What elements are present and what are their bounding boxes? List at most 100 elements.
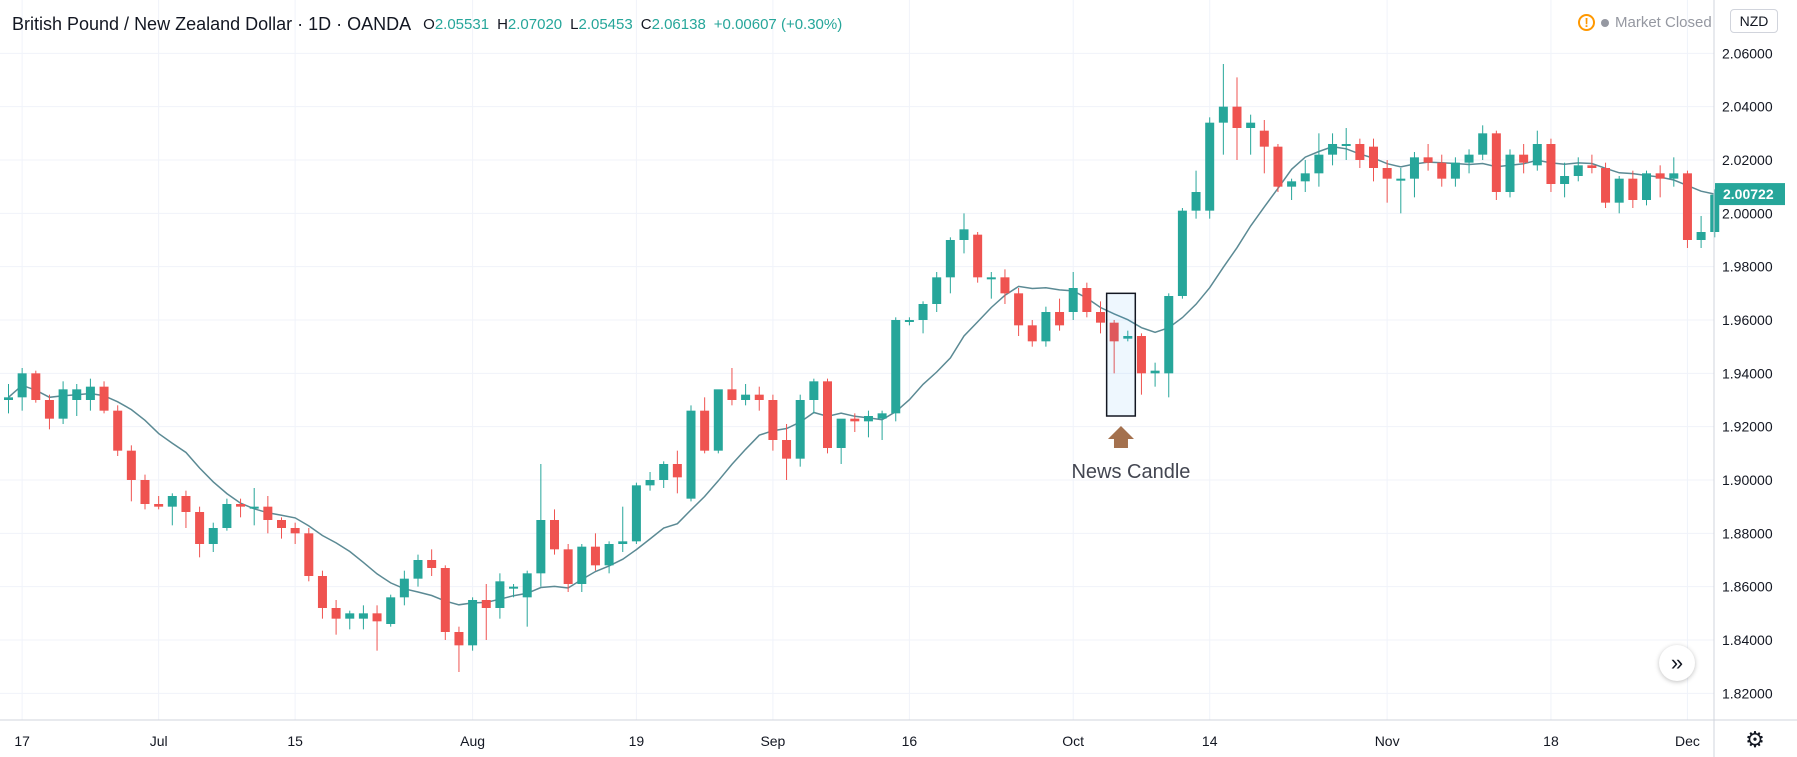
- candle-body: [440, 568, 450, 632]
- y-tick-label: 1.84000: [1722, 632, 1773, 648]
- candle-body: [99, 386, 109, 411]
- candle-body: [468, 600, 478, 646]
- candle-body: [358, 613, 368, 619]
- candle-body: [277, 520, 286, 528]
- candle: [208, 522, 218, 552]
- y-tick-label: 1.86000: [1722, 579, 1773, 595]
- candle: [31, 370, 41, 403]
- candle-body: [932, 277, 942, 304]
- candle-body: [1546, 144, 1556, 184]
- candle-body: [1491, 133, 1501, 192]
- candle: [1287, 178, 1297, 200]
- candle: [249, 488, 259, 526]
- candle: [304, 528, 314, 582]
- candle: [768, 394, 778, 451]
- candle-body: [836, 418, 846, 448]
- candle-body: [236, 504, 246, 507]
- candle-body: [481, 600, 491, 608]
- candle-body: [877, 413, 887, 419]
- candle-body: [1259, 130, 1269, 147]
- candle-body: [126, 450, 136, 480]
- candle-body: [973, 234, 983, 278]
- candle: [195, 506, 205, 558]
- candle: [986, 272, 996, 299]
- candle-body: [713, 389, 723, 451]
- candle: [1341, 128, 1351, 160]
- candle-body: [1409, 157, 1419, 179]
- settings-button[interactable]: ⚙: [1742, 727, 1768, 753]
- candle-body: [4, 397, 13, 400]
- candle: [399, 570, 409, 606]
- candle-body: [672, 464, 682, 478]
- candle-body: [863, 416, 873, 422]
- low-label: L: [570, 15, 579, 33]
- candle-body: [686, 410, 696, 499]
- y-tick-label: 1.92000: [1722, 419, 1773, 435]
- warning-icon[interactable]: !: [1578, 14, 1595, 31]
- candle: [1355, 138, 1365, 168]
- candle-body: [1082, 288, 1092, 312]
- candle-body: [659, 464, 669, 480]
- candle: [263, 496, 273, 534]
- candle: [1546, 138, 1556, 192]
- candle-body: [1273, 146, 1283, 187]
- candle-body: [249, 506, 259, 509]
- candle-body: [959, 229, 969, 240]
- candle-body: [1109, 322, 1119, 342]
- candle: [1027, 320, 1037, 347]
- candle: [850, 413, 860, 432]
- candle: [782, 424, 792, 480]
- scroll-to-latest-button[interactable]: »: [1659, 645, 1695, 681]
- candle: [85, 378, 95, 411]
- candle: [1191, 170, 1201, 219]
- candle-body: [1123, 336, 1133, 339]
- candle: [795, 394, 805, 467]
- candle: [1014, 288, 1024, 336]
- candle: [809, 378, 819, 414]
- candle: [1519, 144, 1529, 174]
- candle-body: [536, 520, 546, 574]
- candle: [1109, 320, 1119, 374]
- candle: [1082, 282, 1092, 318]
- candle: [44, 394, 54, 430]
- candle-body: [72, 389, 82, 400]
- x-tick-label: 19: [629, 733, 645, 749]
- candle: [99, 381, 109, 414]
- candle-body: [1136, 336, 1146, 374]
- candle: [345, 610, 355, 630]
- candle: [1437, 154, 1447, 187]
- high-label: H: [497, 15, 508, 33]
- candle: [372, 605, 382, 651]
- open-label: O: [423, 15, 435, 33]
- candle: [1423, 144, 1433, 171]
- candle: [1068, 272, 1078, 320]
- close-label: C: [640, 15, 652, 33]
- candle-body: [645, 480, 655, 486]
- candle: [1369, 138, 1378, 182]
- candle-body: [700, 410, 710, 451]
- candle: [1696, 216, 1706, 248]
- candle-body: [1450, 162, 1460, 179]
- y-tick-label: 1.94000: [1722, 365, 1773, 381]
- candle: [945, 237, 955, 294]
- candle-body: [208, 528, 218, 544]
- candle: [1041, 306, 1051, 347]
- currency-button[interactable]: NZD: [1730, 9, 1778, 33]
- candle-body: [31, 373, 41, 400]
- candle-body: [1014, 293, 1024, 326]
- candle-body: [1055, 312, 1065, 326]
- candle-body: [850, 418, 860, 422]
- candle: [4, 384, 13, 414]
- candle-body: [782, 440, 792, 459]
- candle-body: [345, 613, 355, 619]
- candle-body: [904, 320, 914, 322]
- candle-body: [495, 581, 505, 608]
- candle: [236, 498, 246, 518]
- x-tick-label: Sep: [760, 733, 785, 749]
- candle-body: [222, 504, 232, 528]
- candle-body: [1246, 122, 1256, 128]
- moving-average-line: [8, 145, 1715, 606]
- x-tick-label: Aug: [460, 733, 485, 749]
- candle-body: [1628, 178, 1638, 200]
